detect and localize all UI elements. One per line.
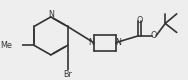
Text: Br: Br xyxy=(63,70,72,79)
Text: N: N xyxy=(48,10,54,19)
Text: Me: Me xyxy=(0,41,12,50)
Text: O: O xyxy=(151,31,157,40)
Text: O: O xyxy=(137,16,143,25)
Text: N: N xyxy=(89,38,95,47)
Text: N: N xyxy=(115,38,121,47)
